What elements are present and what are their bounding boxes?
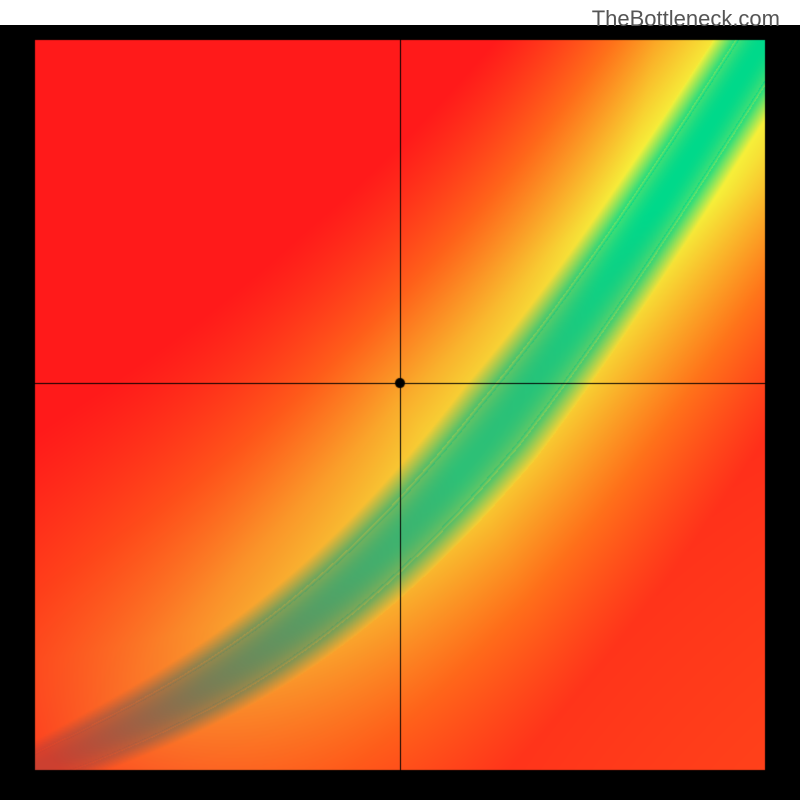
heatmap-canvas: [0, 25, 800, 800]
watermark-text: TheBottleneck.com: [592, 6, 780, 32]
bottleneck-heatmap: [0, 25, 800, 800]
